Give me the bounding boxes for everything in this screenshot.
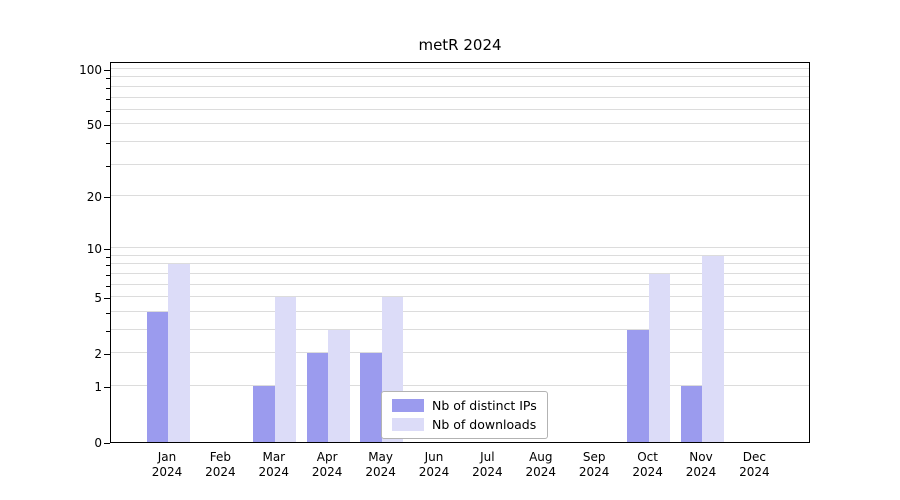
gridline bbox=[111, 310, 809, 312]
y-tick-label: 2 bbox=[94, 347, 102, 362]
y-tick-label: 10 bbox=[86, 242, 102, 257]
gridline bbox=[111, 76, 809, 78]
bar-distinct-ips-may bbox=[360, 353, 382, 442]
y-tick-label: 5 bbox=[94, 291, 102, 306]
gridline bbox=[111, 194, 809, 196]
gridline bbox=[111, 283, 809, 285]
gridline bbox=[111, 163, 809, 165]
gridline bbox=[111, 385, 809, 386]
legend-label-downloads: Nb of downloads bbox=[432, 417, 537, 432]
y-tick-label: 0 bbox=[94, 436, 102, 450]
x-tick-label: May 2024 bbox=[365, 450, 396, 479]
gridline bbox=[111, 123, 809, 125]
gridline bbox=[111, 296, 809, 298]
gridline bbox=[111, 68, 809, 69]
bar-downloads-apr bbox=[328, 330, 350, 442]
x-tick-label: Jul 2024 bbox=[472, 450, 503, 479]
x-tick-label: Apr 2024 bbox=[311, 450, 343, 479]
gridline bbox=[111, 254, 809, 256]
x-tick-label: Jan 2024 bbox=[151, 450, 183, 479]
bar-downloads-mar bbox=[274, 297, 297, 442]
legend-item-downloads: Nb of downloads bbox=[392, 417, 537, 432]
legend-swatch-downloads bbox=[392, 418, 424, 431]
x-tick-label: Mar 2024 bbox=[258, 450, 290, 479]
gridline bbox=[111, 140, 809, 142]
legend-item-distinct-ips: Nb of distinct IPs bbox=[392, 398, 537, 413]
bar-distinct-ips-mar bbox=[253, 386, 275, 442]
gridline bbox=[111, 352, 809, 354]
x-tick-label: Feb 2024 bbox=[205, 450, 236, 479]
bar-distinct-ips-nov bbox=[680, 386, 702, 442]
x-tick-label: Aug 2024 bbox=[525, 450, 557, 479]
legend-swatch-distinct-ips bbox=[392, 399, 424, 412]
bar-downloads-jan bbox=[168, 264, 190, 442]
x-tick-label: Oct 2024 bbox=[632, 450, 663, 479]
bar-distinct-ips-apr bbox=[306, 353, 329, 442]
gridline bbox=[111, 108, 809, 110]
y-tick-label: 50 bbox=[86, 118, 102, 133]
x-tick-label: Nov 2024 bbox=[685, 450, 717, 479]
x-tick-label: Dec 2024 bbox=[739, 450, 770, 479]
y-tick-label: 20 bbox=[86, 189, 102, 204]
y-tick-label: 1 bbox=[94, 380, 102, 394]
gridline bbox=[111, 329, 809, 330]
gridline bbox=[111, 96, 809, 98]
legend-label-distinct-ips: Nb of distinct IPs bbox=[432, 398, 537, 413]
chart-title: metR 2024 bbox=[418, 36, 502, 54]
gridline bbox=[111, 272, 809, 274]
gridline bbox=[111, 247, 809, 249]
y-tick-label: 100 bbox=[79, 63, 102, 77]
legend: Nb of distinct IPs Nb of downloads bbox=[381, 391, 548, 439]
plot-area bbox=[110, 62, 810, 443]
gridline bbox=[111, 263, 809, 265]
x-tick-label: Sep 2024 bbox=[578, 450, 610, 479]
bar-downloads-nov bbox=[702, 255, 724, 442]
bar-distinct-ips-oct bbox=[627, 330, 649, 442]
bar-downloads-oct bbox=[648, 273, 671, 442]
x-tick-label: Jun 2024 bbox=[418, 450, 450, 479]
bar-distinct-ips-jan bbox=[146, 311, 168, 442]
y-tick-mark bbox=[104, 443, 110, 444]
gridline bbox=[111, 85, 809, 87]
